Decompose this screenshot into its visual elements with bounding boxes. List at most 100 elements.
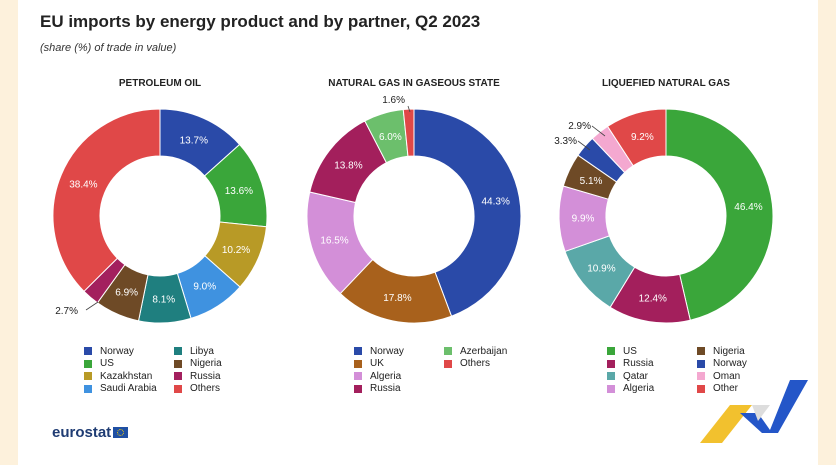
legend-label: Others <box>460 358 491 370</box>
legend-label: Norway <box>713 358 747 370</box>
legend-0-item-nigeria: Nigeria <box>174 358 264 371</box>
legend-label: Norway <box>370 345 404 357</box>
chart-1-label-others: 1.6% <box>382 95 405 106</box>
chart-1-leader-others <box>407 105 411 113</box>
legend-2-item-algeria: Algeria <box>607 383 697 396</box>
chart-1-label-uk: 17.8% <box>383 293 411 304</box>
legend-label: Libya <box>190 345 214 357</box>
chart-2-label-algeria: 9.9% <box>572 214 595 225</box>
legend-label: Nigeria <box>713 345 745 357</box>
chart-0-label-norway: 13.7% <box>180 136 208 147</box>
legend-swatch <box>174 372 182 381</box>
legend-petroleum-oil: Norway US Kazakhstan Saudi Arabia Libya Niger… <box>84 345 264 395</box>
legend-swatch <box>354 384 362 393</box>
legend-swatch <box>607 347 615 356</box>
legend-swatch <box>444 347 452 356</box>
eurostat-logo: eurostat <box>52 424 129 441</box>
logo-text: eurostat <box>52 424 112 441</box>
chart-2-title: LIQUEFIED NATURAL GAS <box>602 78 730 89</box>
legend-label: Russia <box>190 370 221 382</box>
chart-0-label-libya: 8.1% <box>152 294 175 305</box>
legend-2-item-us: US <box>607 345 697 358</box>
legend-2-item-norway: Norway <box>697 358 787 371</box>
chart-2-label-other: 9.2% <box>631 132 654 143</box>
legend-1-item-norway: Norway <box>354 345 444 358</box>
chart-0-label-russia: 2.7% <box>55 306 78 317</box>
legend-label: Other <box>713 383 739 395</box>
legend-label: Algeria <box>623 383 655 395</box>
legend-label: UK <box>370 358 384 370</box>
chart-2-label-oman: 2.9% <box>568 121 591 132</box>
legend-label: Others <box>190 383 221 395</box>
legend-swatch <box>607 372 615 381</box>
deco-blue-stripe <box>740 380 808 433</box>
legend-swatch <box>697 384 705 393</box>
chart-0-leader-russia <box>85 301 99 311</box>
legend-swatch <box>174 347 182 356</box>
legend-swatch <box>354 359 362 368</box>
chart-1-label-russia: 13.8% <box>334 161 362 172</box>
legend-label: Qatar <box>623 370 649 382</box>
chart-2-leader-norway <box>577 140 591 151</box>
chart-1-title: NATURAL GAS IN GASEOUS STATE <box>328 78 500 89</box>
legend-label: Kazakhstan <box>100 370 153 382</box>
eu-flag-icon <box>113 427 129 438</box>
legend-1-item-algeria: Algeria <box>354 370 444 383</box>
legend-swatch <box>174 359 182 368</box>
legend-label: US <box>100 358 114 370</box>
legend-2-item-oman: Oman <box>697 370 787 383</box>
legend-swatch <box>84 372 92 381</box>
legend-label: Russia <box>370 383 401 395</box>
legend-0-item-russia: Russia <box>174 370 264 383</box>
legend-swatch <box>697 347 705 356</box>
legend-1-item-azerbaijan: Azerbaijan <box>444 345 534 358</box>
chart-2-slice-us <box>665 108 774 321</box>
chart-1-slice-norway <box>413 108 522 317</box>
chart-2-slice-other <box>606 108 667 167</box>
chart-0-label-others: 38.4% <box>69 180 97 191</box>
chart-0-label-nigeria: 6.9% <box>115 288 138 299</box>
chart-0-title: PETROLEUM OIL <box>119 78 201 89</box>
chart-panel <box>18 0 818 465</box>
legend-label: Saudi Arabia <box>100 383 157 395</box>
legend-1-item-russia: Russia <box>354 383 444 396</box>
chart-subtitle: (share (%) of trade in value) <box>40 42 177 54</box>
legend-2-item-other: Other <box>697 383 787 396</box>
legend-0-item-norway: Norway <box>84 345 174 358</box>
legend-0-item-kazakhstan: Kazakhstan <box>84 370 174 383</box>
legend-swatch <box>697 359 705 368</box>
legend-swatch <box>607 384 615 393</box>
chart-2-label-russia: 12.4% <box>639 293 667 304</box>
legend-2-item-qatar: Qatar <box>607 370 697 383</box>
chart-0-slice-others <box>52 108 161 293</box>
chart-0-label-us: 13.6% <box>225 186 253 197</box>
legend-swatch <box>174 384 182 393</box>
legend-swatch <box>354 347 362 356</box>
chart-title: EU imports by energy product and by part… <box>40 12 481 31</box>
chart-2-label-norway: 3.3% <box>554 136 577 147</box>
legend-label: Russia <box>623 358 654 370</box>
legend-swatch <box>444 359 452 368</box>
legend-lng: US Russia Qatar Algeria Nigeria Norway Oman Oth… <box>607 345 787 395</box>
legend-label: US <box>623 345 637 357</box>
legend-swatch <box>84 384 92 393</box>
legend-1-item-others: Others <box>444 358 534 371</box>
legend-natural-gas: Norway UK Algeria Russia Azerbaijan Others <box>354 345 534 395</box>
chart-1-label-azerbaijan: 6.0% <box>379 132 402 143</box>
legend-swatch <box>84 347 92 356</box>
legend-0-item-others: Others <box>174 383 264 396</box>
legend-0-item-saudi-arabia: Saudi Arabia <box>84 383 174 396</box>
chart-1-label-algeria: 16.5% <box>320 235 348 246</box>
chart-0-label-kazakhstan: 10.2% <box>222 245 250 256</box>
chart-1-label-norway: 44.3% <box>481 197 509 208</box>
chart-2-leader-oman <box>591 125 606 137</box>
chart-1-slice-others <box>402 108 415 157</box>
legend-0-item-us: US <box>84 358 174 371</box>
legend-2-item-nigeria: Nigeria <box>697 345 787 358</box>
legend-1-item-uk: UK <box>354 358 444 371</box>
legend-label: Norway <box>100 345 134 357</box>
legend-swatch <box>697 372 705 381</box>
chart-2-label-qatar: 10.9% <box>587 264 615 275</box>
chart-2-label-us: 46.4% <box>734 202 762 213</box>
